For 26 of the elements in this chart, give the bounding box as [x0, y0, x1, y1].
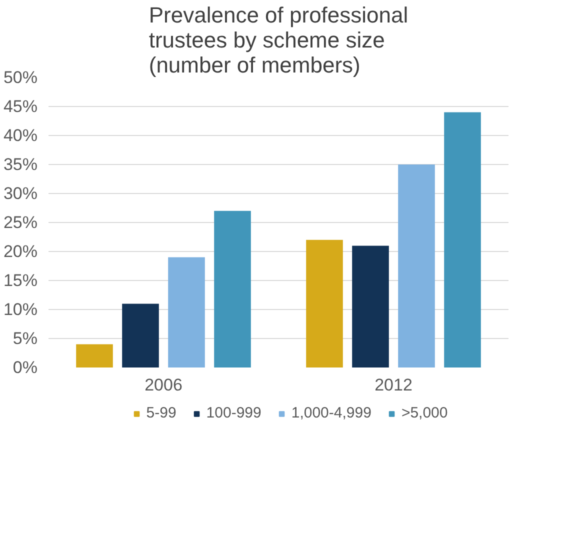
bar: [214, 210, 251, 368]
bar: [168, 257, 205, 368]
legend-label: 5-99: [146, 404, 176, 422]
bar: [306, 240, 343, 368]
bar: [122, 304, 159, 368]
y-tick-label: 10%: [3, 300, 38, 319]
y-tick-label: 0%: [12, 358, 38, 377]
y-tick-label: 35%: [3, 155, 38, 174]
y-tick-label: 20%: [3, 242, 38, 261]
y-tick-label: 30%: [3, 184, 38, 203]
bar: [398, 164, 435, 368]
y-tick-label: 50%: [3, 68, 38, 87]
y-tick-label: 25%: [3, 213, 38, 232]
x-tick-label: 2006: [144, 376, 182, 394]
legend-label: 100-999: [206, 404, 262, 422]
legend-label: 1,000-4,999: [291, 404, 372, 422]
chart-title: Prevalence of professional trustees by scheme size (number of members): [148, 2, 408, 78]
legend-label: >5,000: [401, 404, 448, 422]
bar: [352, 246, 389, 368]
y-tick-label: 40%: [3, 126, 38, 145]
bar: [76, 344, 113, 368]
y-tick-label: 45%: [3, 97, 38, 116]
x-tick-label: 2012: [374, 376, 412, 394]
y-tick-label: 15%: [3, 271, 38, 290]
bar: [444, 112, 481, 368]
y-tick-label: 5%: [12, 329, 38, 348]
